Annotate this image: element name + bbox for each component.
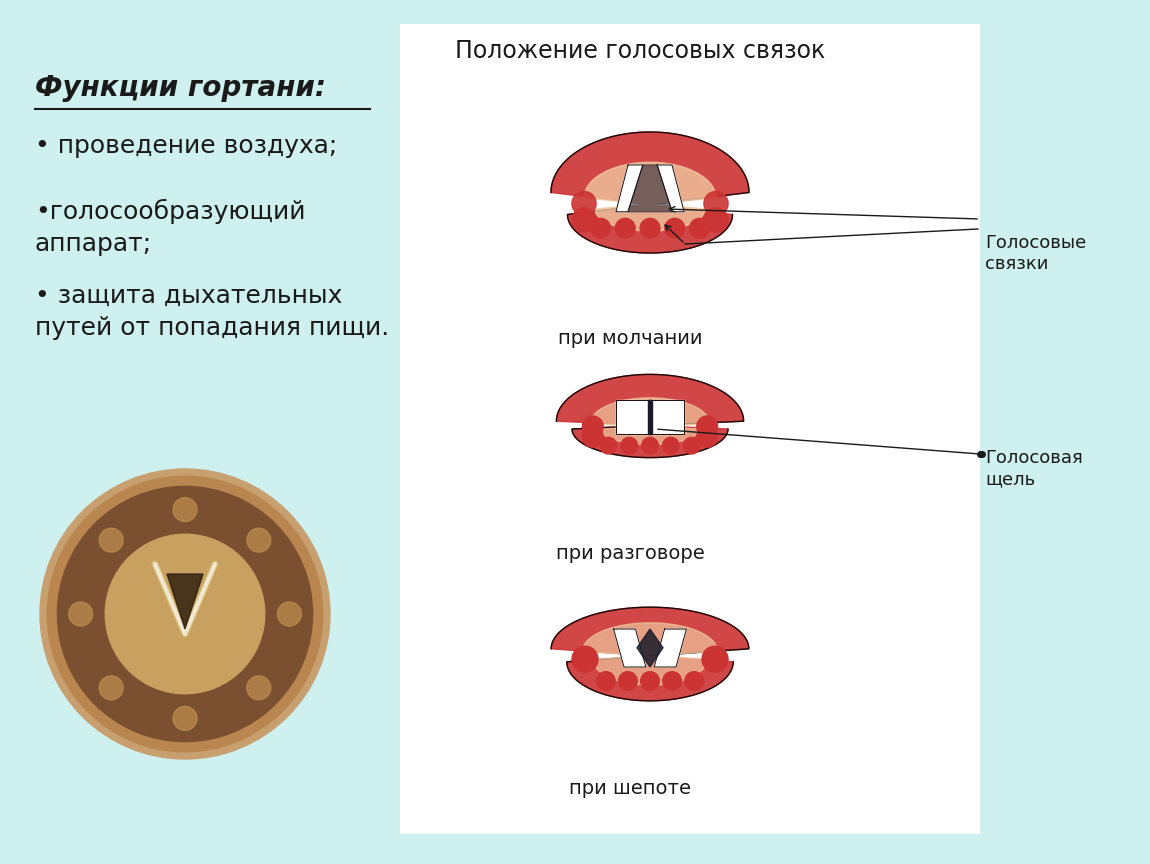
Polygon shape [551, 607, 749, 701]
Polygon shape [590, 397, 710, 445]
Polygon shape [167, 574, 204, 629]
Circle shape [685, 671, 704, 690]
Text: • защита дыхательных
путей от попадания пищи.: • защита дыхательных путей от попадания … [34, 284, 389, 340]
Polygon shape [652, 400, 684, 435]
Text: Положение голосовых связок: Положение голосовых связок [455, 39, 826, 63]
Polygon shape [551, 132, 749, 253]
Circle shape [642, 437, 658, 454]
Circle shape [172, 498, 197, 522]
Polygon shape [614, 629, 646, 667]
Circle shape [247, 528, 270, 552]
Circle shape [641, 671, 659, 690]
Text: при молчании: при молчании [558, 329, 703, 348]
Circle shape [641, 219, 660, 238]
Text: Функции гортани:: Функции гортани: [34, 74, 325, 102]
Circle shape [600, 437, 616, 454]
FancyBboxPatch shape [400, 24, 980, 834]
Circle shape [683, 437, 700, 454]
Circle shape [619, 671, 637, 690]
Circle shape [47, 476, 323, 752]
Text: Голосовая
щель: Голосовая щель [986, 449, 1083, 488]
Polygon shape [637, 629, 664, 667]
Circle shape [697, 416, 718, 437]
Polygon shape [616, 400, 647, 435]
Circle shape [690, 219, 710, 238]
Text: при разговоре: при разговоре [555, 544, 704, 563]
Text: Голосовые
связки: Голосовые связки [986, 234, 1087, 273]
Circle shape [58, 486, 313, 741]
Polygon shape [654, 629, 687, 667]
Circle shape [662, 437, 680, 454]
Circle shape [665, 219, 684, 238]
Text: при шепоте: при шепоте [569, 779, 691, 798]
Text: • проведение воздуха;: • проведение воздуха; [34, 134, 337, 158]
Circle shape [99, 528, 123, 552]
Circle shape [582, 416, 604, 437]
Polygon shape [647, 400, 652, 435]
Circle shape [247, 676, 270, 700]
Circle shape [172, 707, 197, 730]
Polygon shape [584, 162, 716, 231]
Polygon shape [628, 165, 672, 212]
Text: •голосообразующий
аппарат;: •голосообразующий аппарат; [34, 199, 306, 256]
Circle shape [99, 676, 123, 700]
Polygon shape [657, 165, 684, 212]
Circle shape [572, 208, 596, 232]
Circle shape [582, 427, 604, 448]
Circle shape [615, 219, 635, 238]
Circle shape [697, 427, 718, 448]
Circle shape [597, 671, 615, 690]
Circle shape [572, 192, 596, 216]
Circle shape [572, 646, 598, 672]
Circle shape [69, 602, 93, 626]
Circle shape [621, 437, 637, 454]
Circle shape [704, 208, 728, 232]
Polygon shape [557, 374, 744, 458]
Circle shape [702, 646, 728, 672]
Circle shape [591, 219, 611, 238]
Polygon shape [582, 623, 718, 685]
Circle shape [277, 602, 301, 626]
Circle shape [106, 534, 264, 694]
Circle shape [704, 192, 728, 216]
Circle shape [662, 671, 682, 690]
Polygon shape [616, 165, 643, 212]
Circle shape [40, 469, 330, 759]
